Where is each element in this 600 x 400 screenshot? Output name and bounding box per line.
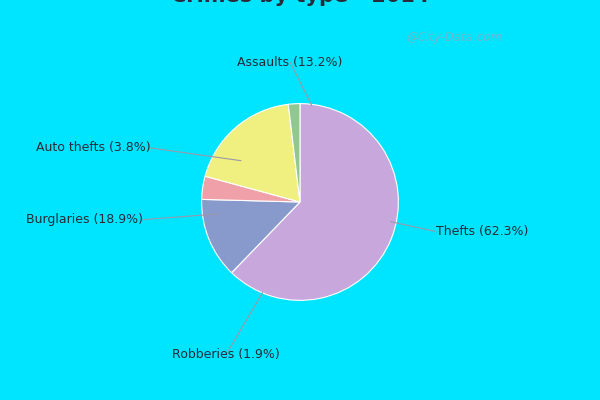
Text: @City-Data.com: @City-Data.com [407, 31, 502, 44]
Text: Assaults (13.2%): Assaults (13.2%) [238, 56, 343, 69]
Text: Burglaries (18.9%): Burglaries (18.9%) [26, 213, 143, 226]
Title: Crimes by type - 2014: Crimes by type - 2014 [171, 0, 429, 6]
Wedge shape [288, 104, 300, 202]
Wedge shape [202, 199, 300, 273]
Wedge shape [232, 104, 398, 300]
Text: Thefts (62.3%): Thefts (62.3%) [436, 225, 528, 238]
Wedge shape [202, 176, 300, 202]
Text: Robberies (1.9%): Robberies (1.9%) [172, 348, 280, 361]
Text: Auto thefts (3.8%): Auto thefts (3.8%) [36, 141, 151, 154]
Wedge shape [205, 104, 300, 202]
